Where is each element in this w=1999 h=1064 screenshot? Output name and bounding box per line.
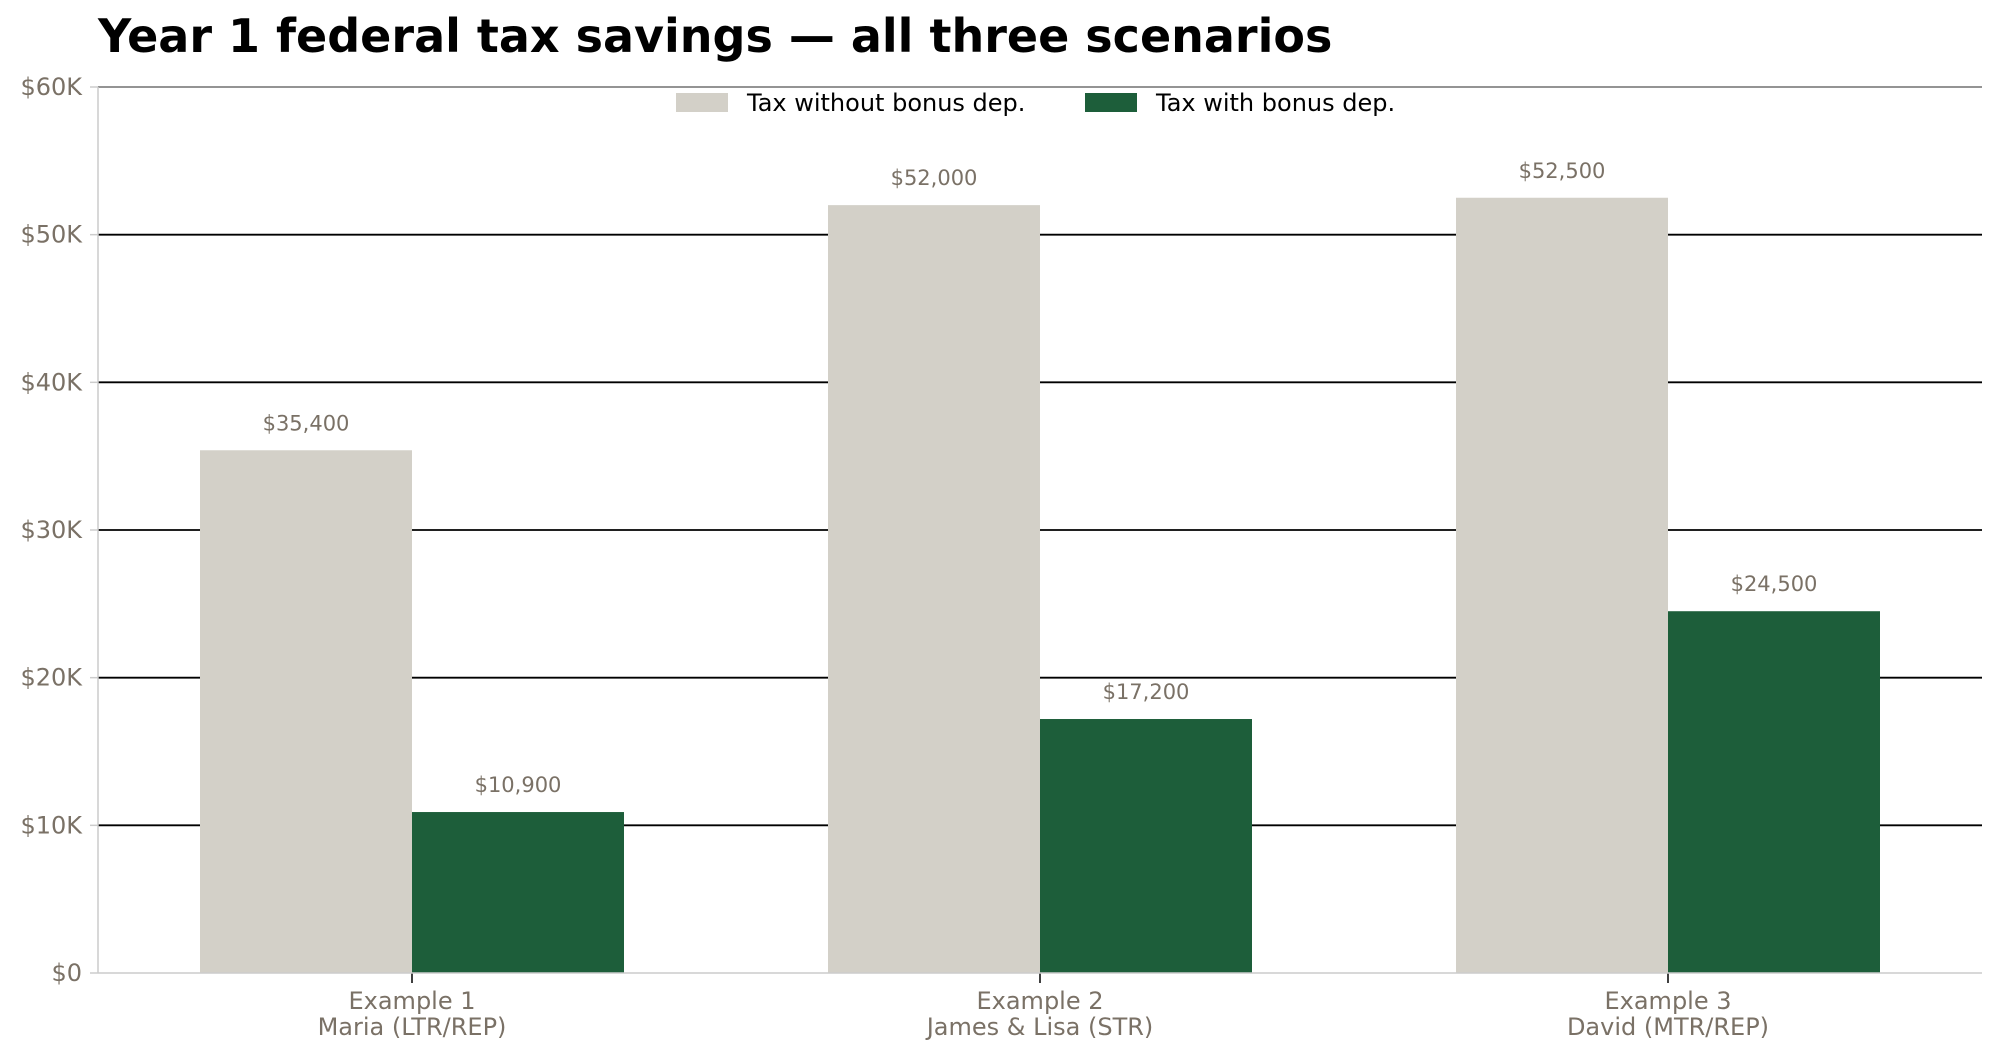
bar (412, 812, 624, 973)
bar (1456, 197, 1668, 973)
y-tick-label: $50K (20, 221, 83, 249)
y-tick-label: $10K (20, 811, 83, 839)
y-tick-label: $60K (20, 73, 83, 101)
x-tick-label: Example 1 (348, 987, 475, 1015)
chart-title: Year 1 federal tax savings — all three s… (97, 9, 1332, 63)
data-labels: $35,400 $10,900 $52,000 $17,200 $52,500 $24,5… (263, 159, 1818, 797)
bar (828, 205, 1040, 974)
legend-label: Tax without bonus dep. (746, 89, 1025, 117)
data-label: $17,200 (1103, 680, 1190, 704)
y-tick-label: $20K (20, 664, 83, 692)
legend-label: Tax with bonus dep. (1155, 89, 1395, 117)
x-tick-sublabel: James & Lisa (STR) (925, 1013, 1154, 1041)
x-tick-sublabel: Maria (LTR/REP) (318, 1013, 507, 1041)
y-tick-label: $40K (20, 368, 83, 396)
bar (1040, 719, 1252, 973)
legend: Tax without bonus dep. Tax with bonus dep… (676, 89, 1395, 117)
y-tick-label: $30K (20, 516, 83, 544)
x-tick-sublabel: David (MTR/REP) (1567, 1013, 1769, 1041)
bar (200, 450, 412, 973)
bars (200, 197, 1880, 974)
axes: $0 $10K $20K $30K $40K $50K $60K Example 1Maria… (20, 73, 1982, 1041)
y-tick-label: $0 (51, 959, 82, 987)
data-label: $52,000 (891, 166, 978, 190)
data-label: $35,400 (263, 411, 350, 435)
x-tick-label: Example 3 (1604, 987, 1731, 1015)
legend-swatch (1085, 93, 1137, 112)
x-tick-label: Example 2 (976, 987, 1103, 1015)
legend-swatch (676, 93, 728, 112)
data-label: $52,500 (1519, 159, 1606, 183)
data-label: $24,500 (1731, 572, 1818, 596)
bar (1668, 611, 1880, 973)
data-label: $10,900 (475, 773, 562, 797)
